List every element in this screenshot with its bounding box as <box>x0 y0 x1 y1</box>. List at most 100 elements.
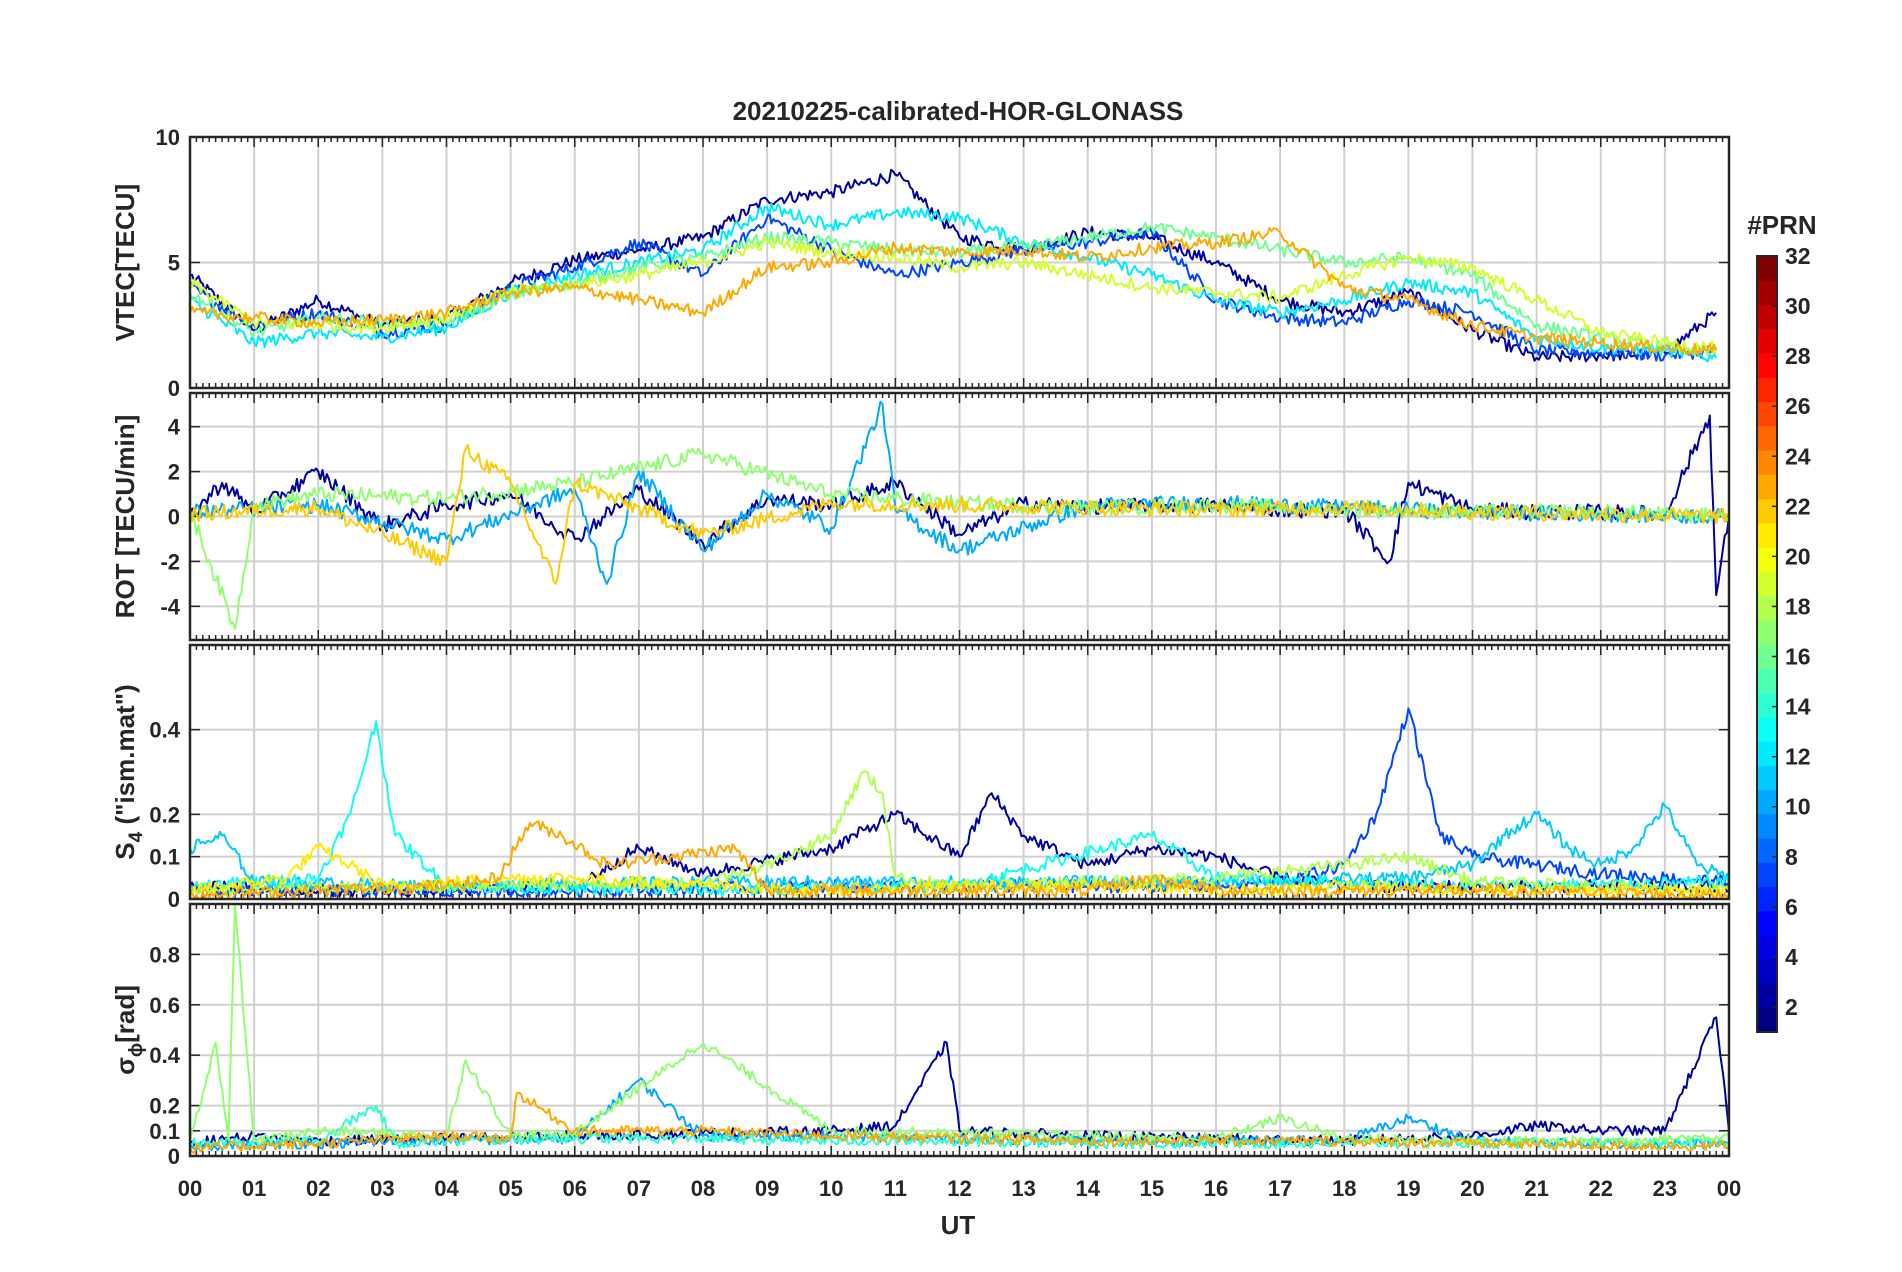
y-tick-label: 4 <box>168 415 181 440</box>
axes-frame <box>188 643 1731 901</box>
colorbar-swatch <box>1757 886 1777 912</box>
colorbar-tick-label: 6 <box>1785 894 1798 920</box>
x-axis-label: UT <box>941 1210 976 1240</box>
x-tick-label: 23 <box>1653 1176 1677 1201</box>
colorbar-swatch <box>1757 741 1777 766</box>
colorbar-tick-label: 4 <box>1785 944 1798 970</box>
colorbar-tick-label: 24 <box>1785 443 1811 469</box>
y-axis-label: VTEC[TECU] <box>110 184 140 341</box>
panel-4: 00.10.2 0.4 0.6 0.8σϕ[rad] <box>110 902 1731 1169</box>
colorbar-swatch <box>1757 716 1777 742</box>
y-tick-label: 0.2 <box>149 1094 180 1119</box>
series-group <box>190 168 1718 363</box>
x-tick-label: 13 <box>1011 1176 1035 1201</box>
x-tick-label: 11 <box>884 1176 907 1201</box>
axes-frame <box>188 391 1731 642</box>
x-tick-label: 01 <box>242 1176 266 1201</box>
colorbar-swatch <box>1757 256 1777 281</box>
colorbar-swatch <box>1757 450 1777 475</box>
axes-frame <box>188 135 1731 390</box>
x-tick-label: 00 <box>1717 1176 1741 1201</box>
colorbar-swatch <box>1757 377 1777 403</box>
x-tick-label: 08 <box>691 1176 715 1201</box>
colorbar-tick-label: 30 <box>1785 293 1811 319</box>
x-tick-label: 03 <box>370 1176 394 1201</box>
x-tick-label: 04 <box>434 1176 459 1201</box>
x-tick-label: 21 <box>1524 1176 1548 1201</box>
y-tick-label: 0.4 <box>149 1043 180 1068</box>
colorbar-swatch <box>1757 353 1777 378</box>
y-tick-label: 0 <box>168 505 180 530</box>
colorbar-swatch <box>1757 838 1777 863</box>
colorbar-swatch <box>1757 619 1777 645</box>
colorbar-swatch <box>1757 304 1777 330</box>
axes-frame <box>188 902 1731 1158</box>
y-tick-label: 0 <box>168 887 180 912</box>
colorbar-swatch <box>1757 692 1777 718</box>
series-line-prn-12 <box>190 202 1718 363</box>
colorbar-swatch <box>1757 280 1777 306</box>
chart-title: 20210225-calibrated-HOR-GLONASS <box>733 96 1184 126</box>
colorbar-tick-label: 20 <box>1785 543 1811 569</box>
colorbar-swatch <box>1757 910 1777 936</box>
y-tick-label: 0 <box>168 376 180 401</box>
colorbar-swatch <box>1757 813 1777 839</box>
colorbar-tick-label: 28 <box>1785 343 1811 369</box>
colorbar-swatch <box>1757 983 1777 1009</box>
x-tick-label: 00 <box>178 1176 202 1201</box>
x-axis: UT 00 01 02 03 04 05 06 07 08 09 10 11 12 13 14 15 16 17 1… <box>178 1176 1741 1240</box>
colorbar-swatch <box>1757 595 1777 621</box>
colorbar-swatch <box>1757 668 1777 694</box>
colorbar-tick-label: 2 <box>1785 994 1798 1020</box>
x-tick-label: 22 <box>1589 1176 1613 1201</box>
y-tick-label: 0.1 <box>149 1119 180 1144</box>
colorbar-tick-label: 26 <box>1785 393 1811 419</box>
colorbar-swatch <box>1757 935 1777 960</box>
colorbar-swatch <box>1757 425 1777 451</box>
series-group <box>190 707 1729 899</box>
colorbar-tick-label: 32 <box>1785 243 1811 269</box>
series-line-prn-23 <box>190 820 1729 899</box>
x-tick-label: 10 <box>819 1176 843 1201</box>
colorbar-tick-label: 8 <box>1785 844 1798 870</box>
x-tick-label: 19 <box>1396 1176 1420 1201</box>
panel-1: 0 5 10 VTEC[TECU] <box>110 125 1731 401</box>
colorbar-tick-label: 12 <box>1785 744 1811 770</box>
colorbar-tick-label: 16 <box>1785 644 1811 670</box>
colorbar-swatch <box>1757 522 1777 548</box>
colorbar-swatch <box>1757 547 1777 572</box>
colorbar-swatch <box>1757 571 1777 597</box>
colorbar-swatch <box>1757 644 1777 669</box>
colorbar-tick-label: 14 <box>1785 694 1811 720</box>
y-axis-label: ROT [TECU/min] <box>110 415 140 619</box>
x-tick-label: 20 <box>1460 1176 1484 1201</box>
x-tick-label: 06 <box>563 1176 587 1201</box>
colorbar-swatch <box>1757 765 1777 791</box>
x-tick-label: 14 <box>1076 1176 1101 1201</box>
y-tick-label: 0 <box>168 1144 180 1169</box>
series-group <box>190 400 1729 630</box>
colorbar-swatch <box>1757 401 1777 427</box>
colorbar-swatch <box>1757 959 1777 985</box>
colorbar-tick-label: 18 <box>1785 593 1811 619</box>
x-tick-label: 12 <box>947 1176 971 1201</box>
colorbar-label: #PRN <box>1747 210 1816 240</box>
x-tick-label: 05 <box>498 1176 522 1201</box>
y-tick-label: -4 <box>160 594 180 619</box>
colorbar-tick-label: 22 <box>1785 493 1811 519</box>
colorbar-swatch <box>1757 789 1777 815</box>
y-tick-label: 2 <box>168 460 180 485</box>
x-tick-label: 17 <box>1268 1176 1292 1201</box>
y-axis-label: S4 ("ism.mat") <box>110 684 147 859</box>
series-line-prn-23 <box>190 226 1718 356</box>
colorbar-frame <box>1756 255 1778 1033</box>
colorbar-swatch <box>1757 1007 1777 1033</box>
colorbar-swatch <box>1757 862 1777 888</box>
colorbar-swatch <box>1757 474 1777 500</box>
y-tick-label: 0.2 <box>149 802 180 827</box>
y-tick-label: -2 <box>160 549 180 574</box>
x-tick-label: 02 <box>306 1176 330 1201</box>
x-tick-label: 15 <box>1140 1176 1164 1201</box>
